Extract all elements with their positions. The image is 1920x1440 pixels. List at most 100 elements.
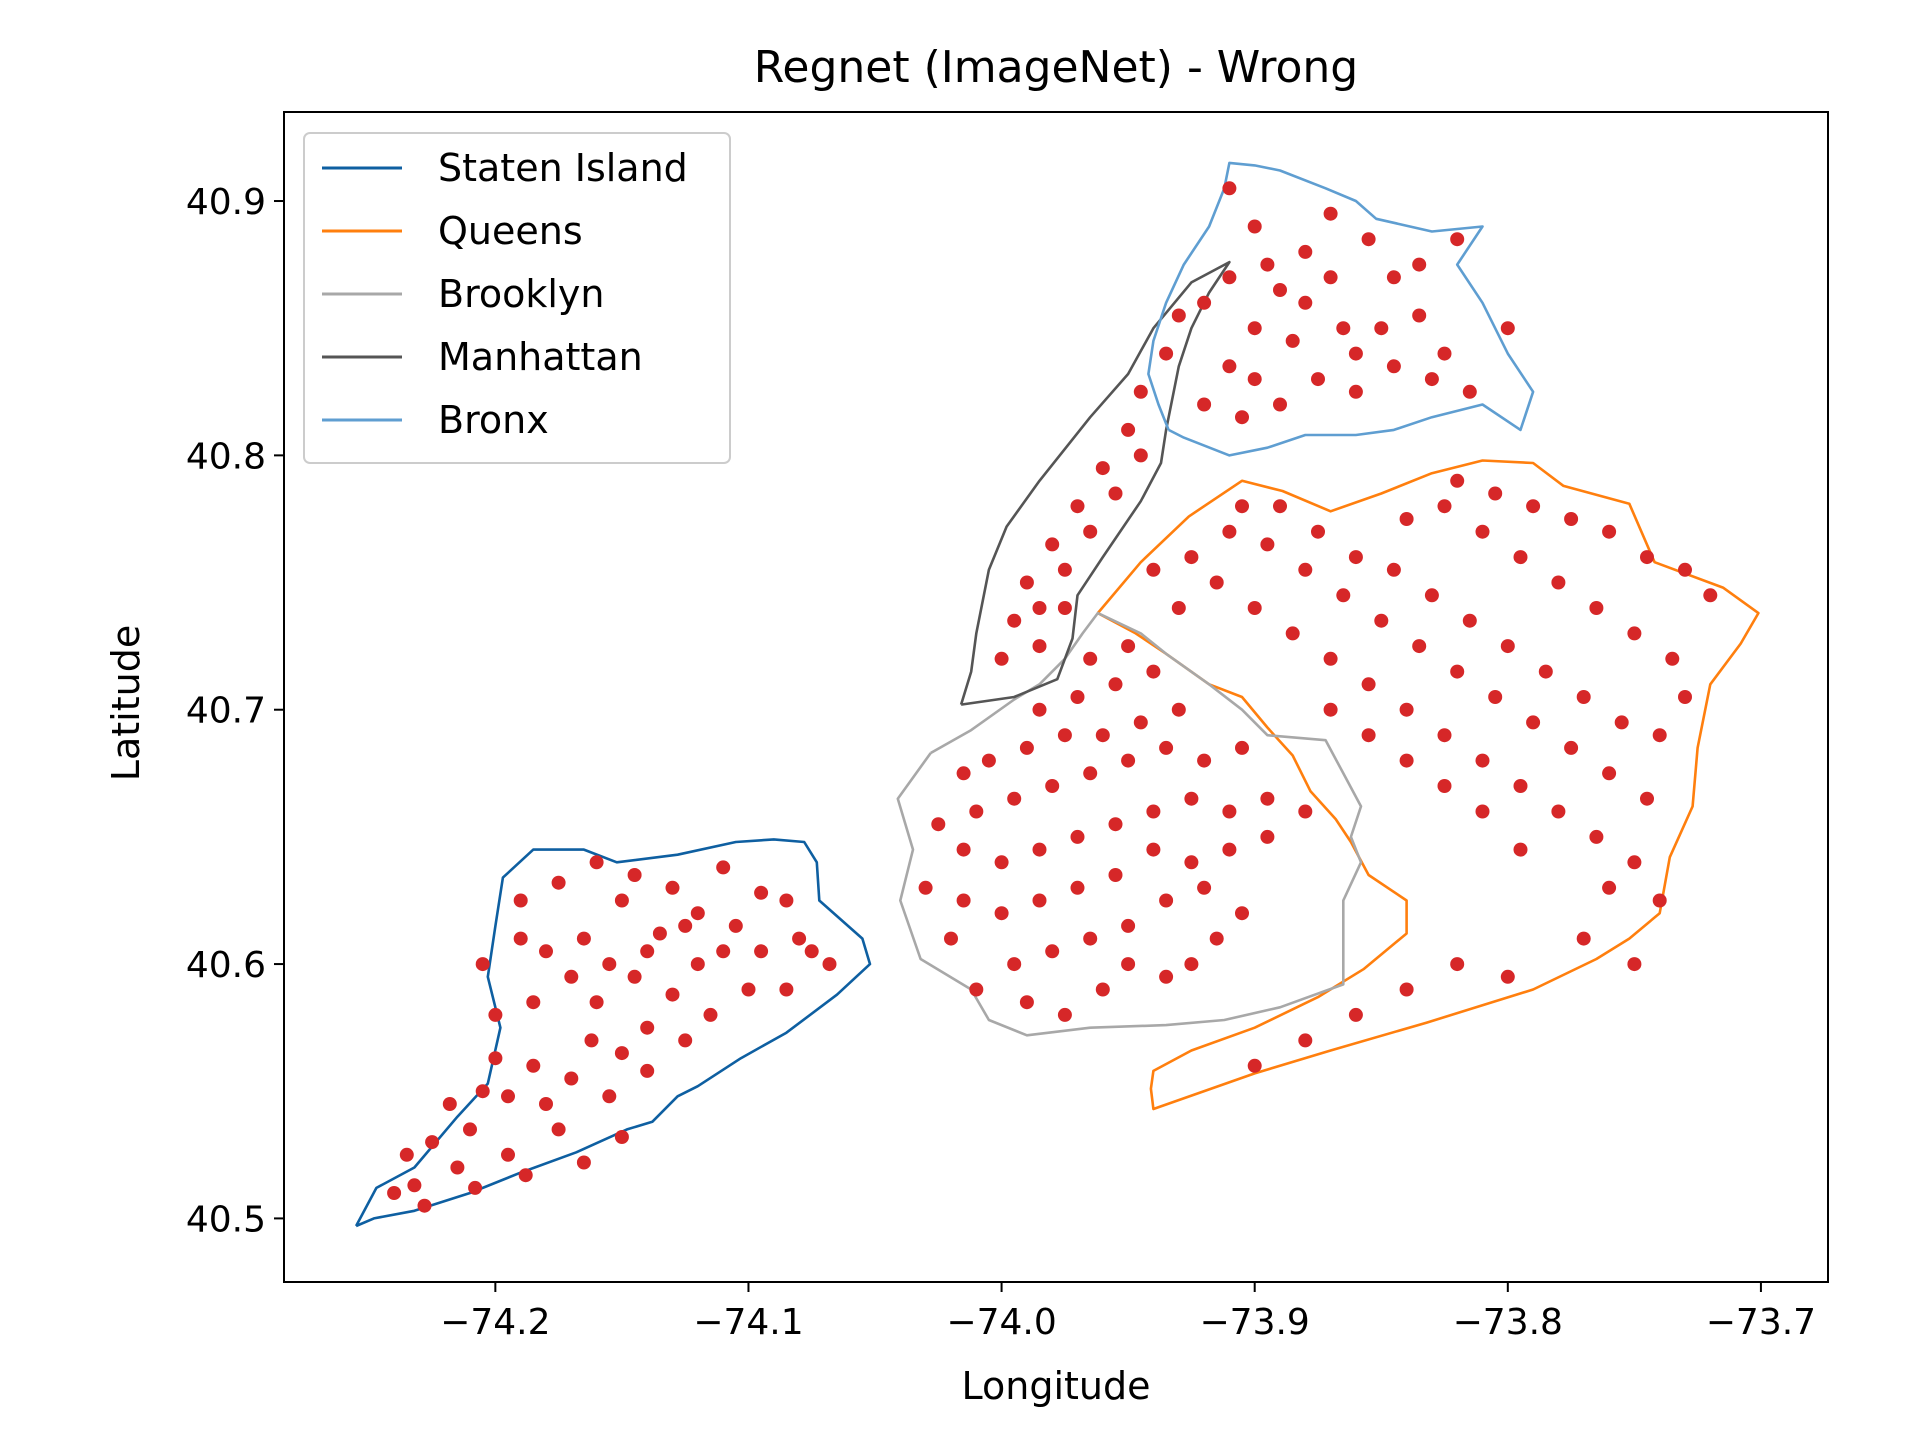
data-point	[1589, 601, 1604, 615]
data-point	[741, 982, 756, 997]
data-point	[1348, 550, 1363, 565]
data-point	[1057, 601, 1072, 615]
data-point	[488, 1051, 503, 1066]
data-point	[1526, 715, 1541, 730]
data-point	[1374, 613, 1389, 628]
data-point	[1602, 524, 1617, 539]
data-point	[1703, 588, 1718, 603]
data-point	[1108, 817, 1123, 832]
scatter-points	[387, 181, 1718, 1213]
data-point	[1032, 893, 1047, 908]
data-point	[1475, 804, 1490, 819]
data-point	[1551, 575, 1566, 590]
y-tick-label: 40.7	[186, 691, 266, 732]
data-point	[539, 944, 553, 959]
data-point	[1108, 486, 1123, 501]
borough-outline-brooklyn	[896, 611, 1363, 1037]
data-point	[1348, 1007, 1363, 1022]
data-point	[526, 995, 541, 1010]
data-point	[1361, 728, 1376, 743]
borough-outline-bronx	[1147, 161, 1535, 457]
data-point	[1348, 346, 1363, 361]
data-point	[944, 931, 958, 946]
legend-label: Bronx	[438, 398, 549, 442]
data-point	[1247, 321, 1262, 336]
legend-label: Staten Island	[438, 146, 688, 190]
data-point	[1197, 397, 1212, 412]
data-point	[1032, 601, 1047, 615]
data-point	[1538, 664, 1553, 679]
data-point	[1146, 804, 1161, 819]
data-point	[1083, 651, 1098, 666]
data-point	[1197, 753, 1212, 768]
data-point	[1437, 499, 1452, 514]
data-point	[1235, 906, 1249, 921]
data-point	[1374, 321, 1389, 336]
data-point	[1133, 384, 1148, 399]
data-point	[1146, 664, 1161, 679]
data-point	[602, 957, 617, 972]
data-point	[956, 766, 971, 781]
data-point	[1070, 880, 1085, 895]
data-point	[918, 880, 933, 895]
data-point	[1526, 499, 1541, 514]
x-tick-label: −74.1	[693, 1302, 803, 1343]
data-point	[652, 926, 667, 941]
data-point	[1146, 842, 1161, 857]
data-point	[956, 893, 971, 908]
data-point	[665, 987, 680, 1002]
data-point	[501, 1147, 515, 1162]
chart-title: Regnet (ImageNet) - Wrong	[753, 42, 1359, 93]
data-point	[1678, 562, 1692, 577]
data-point	[1488, 486, 1503, 501]
data-point	[1108, 868, 1123, 882]
x-tick-label: −74.0	[946, 1302, 1056, 1343]
data-point	[1247, 219, 1262, 234]
data-point	[1564, 512, 1579, 526]
data-point	[1678, 690, 1692, 704]
borough-outline-manhattan	[959, 260, 1231, 706]
data-point	[728, 918, 743, 933]
data-point	[1298, 1033, 1313, 1048]
data-point	[1399, 512, 1414, 526]
data-point	[475, 957, 490, 972]
x-tick-label: −73.9	[1200, 1302, 1310, 1343]
data-point	[690, 906, 705, 921]
data-point	[1045, 537, 1060, 552]
data-point	[1488, 690, 1503, 704]
data-point	[1323, 702, 1338, 717]
data-point	[1197, 880, 1212, 895]
data-point	[1260, 791, 1275, 806]
data-point	[1019, 740, 1034, 755]
data-point	[1386, 562, 1401, 577]
data-point	[1007, 613, 1022, 628]
data-point	[1095, 461, 1110, 476]
legend: Staten Island Queens Brooklyn Manhattan Bron…	[303, 132, 731, 464]
data-point	[1450, 664, 1465, 679]
data-point	[1159, 969, 1174, 984]
data-point	[1348, 384, 1363, 399]
data-point	[1412, 257, 1427, 272]
data-point	[1083, 524, 1098, 539]
data-point	[475, 1084, 490, 1099]
x-axis-ticks: −74.2 −74.1 −74.0 −73.9 −73.8 −73.7	[440, 1282, 1816, 1343]
data-point	[501, 1089, 515, 1104]
y-tick-label: 40.8	[186, 436, 266, 477]
data-point	[1197, 295, 1212, 310]
data-point	[602, 1089, 617, 1104]
data-point	[792, 931, 807, 946]
data-point	[564, 1071, 579, 1086]
data-point	[614, 893, 629, 908]
data-point	[703, 1007, 718, 1022]
data-point	[1222, 804, 1237, 819]
data-point	[1247, 601, 1262, 615]
data-point	[804, 944, 819, 959]
data-point	[1336, 588, 1351, 603]
data-point	[1083, 766, 1098, 781]
data-point	[513, 931, 528, 946]
data-point	[1133, 448, 1148, 463]
data-point	[1386, 270, 1401, 285]
data-point	[1475, 524, 1490, 539]
